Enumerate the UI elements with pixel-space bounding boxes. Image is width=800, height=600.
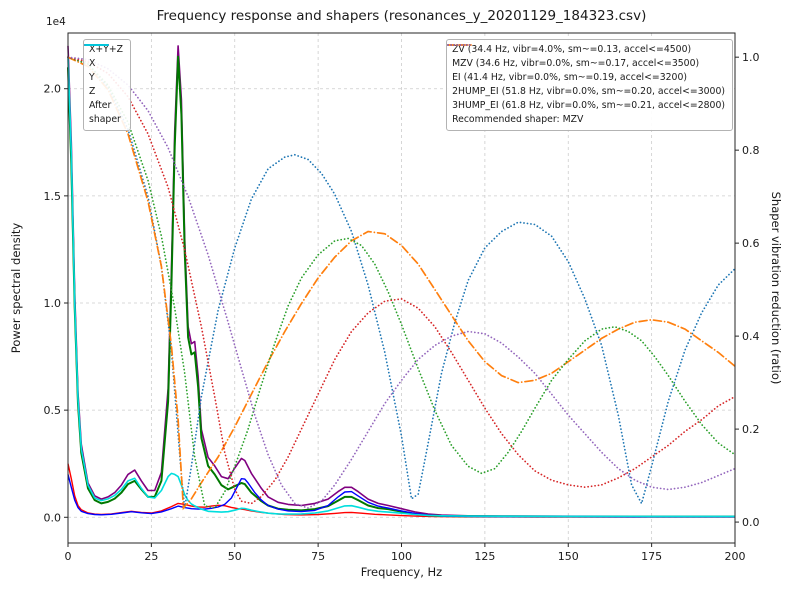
legend-item-after-shaper: After shaper (84, 44, 123, 127)
y-axis-label-right: Shaper vibration reduction (ratio) (769, 191, 783, 385)
psd-curve-after-shaper (67, 56, 735, 518)
y-tick-label-left: 1.5 (44, 190, 62, 203)
legend-item-ei: EI (41.4 Hz, vibr=0.0%, sm~=0.19, accel<… (447, 44, 725, 85)
y-axis-label-left: Power spectral density (9, 222, 23, 354)
legend-item-mzv: MZV (34.6 Hz, vibr=0.0%, sm~=0.17, accel… (447, 44, 725, 71)
psd-curve-y (67, 55, 735, 518)
psd-curve-z (67, 474, 735, 518)
legend-item-zv-label: ZV (34.4 Hz, vibr=4.0%, sm~=0.13, accel<… (452, 44, 692, 55)
legend-item-2hump_ei-label: 2HUMP_EI (51.8 Hz, vibr=0.0%, sm~=0.20, … (452, 85, 725, 97)
shaper-curve-ei (67, 56, 736, 510)
legend-swatch (84, 44, 109, 46)
y-axis-offset-label: 1e4 (46, 16, 66, 28)
legend-psd: X+Y+Z X Y Z After shaper (83, 39, 131, 131)
y-tick-label-right: 0.0 (742, 516, 760, 529)
legend-item-recommended-shaper-label: Recommended shaper: MZV (452, 113, 584, 125)
shaper-curve-3hump_ei (67, 56, 736, 510)
x-tick-label: 25 (144, 550, 158, 563)
y-tick-label-right: 0.6 (742, 237, 760, 250)
y-tick-label-right: 0.8 (742, 144, 760, 157)
legend-item-ei-label: EI (41.4 Hz, vibr=0.0%, sm~=0.19, accel<… (452, 71, 688, 83)
y-tick-label-left: 0.0 (44, 511, 62, 524)
x-tick-label: 175 (641, 550, 662, 563)
legend-item-z: Z (84, 44, 123, 99)
legend-item-zv: ZV (34.4 Hz, vibr=4.0%, sm~=0.13, accel<… (447, 43, 725, 57)
legend-shapers: ZV (34.4 Hz, vibr=4.0%, sm~=0.13, accel<… (446, 39, 733, 131)
y-tick-label-left: 1.0 (44, 297, 62, 310)
psd-curve-x-y-z (67, 45, 735, 518)
x-tick-label: 0 (65, 550, 72, 563)
legend-item-y: Y (84, 44, 123, 85)
x-tick-label: 50 (228, 550, 242, 563)
y-tick-label-left: 2.0 (44, 83, 62, 96)
legend-item-after-shaper-label: After shaper (89, 99, 121, 125)
x-axis-label: Frequency, Hz (360, 565, 443, 579)
x-tick-label: 100 (391, 550, 412, 563)
shaper-curve-2hump_ei (67, 56, 736, 505)
legend-swatch (447, 44, 472, 46)
y-tick-label-right: 0.2 (742, 423, 760, 436)
legend-item-x-y-z-label: X+Y+Z (89, 44, 123, 55)
x-tick-label: 150 (558, 550, 579, 563)
legend-item-3hump_ei: 3HUMP_EI (61.8 Hz, vibr=0.0%, sm~=0.21, … (447, 44, 725, 113)
x-tick-label: 125 (474, 550, 495, 563)
legend-item-x-label: X (89, 57, 96, 69)
legend-item-mzv-label: MZV (34.6 Hz, vibr=0.0%, sm~=0.17, accel… (452, 57, 700, 69)
y-tick-label-left: 0.5 (44, 404, 62, 417)
y-tick-label-right: 1.0 (742, 51, 760, 64)
legend-item-y-label: Y (89, 71, 95, 83)
y-tick-label-right: 0.4 (742, 330, 760, 343)
legend-item-3hump_ei-label: 3HUMP_EI (61.8 Hz, vibr=0.0%, sm~=0.21, … (452, 99, 725, 111)
x-tick-label: 75 (311, 550, 325, 563)
x-tick-label: 200 (725, 550, 746, 563)
legend-item-recommended-shaper: Recommended shaper: MZV (452, 113, 725, 127)
legend-item-z-label: Z (89, 85, 96, 97)
shaper-curve-mzv (67, 56, 736, 511)
legend-item-x: X (84, 44, 123, 71)
legend-swatch (447, 40, 472, 50)
legend-item-2hump_ei: 2HUMP_EI (51.8 Hz, vibr=0.0%, sm~=0.20, … (447, 44, 725, 99)
chart-title: Frequency response and shapers (resonanc… (156, 8, 647, 24)
